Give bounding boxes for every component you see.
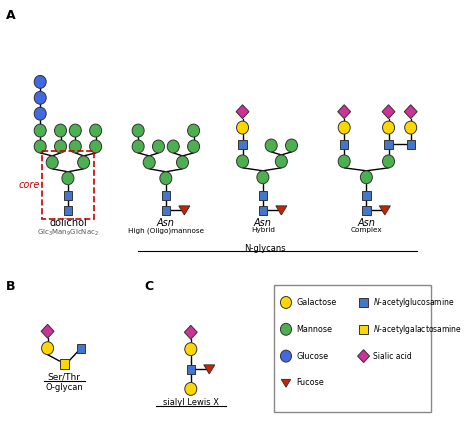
Polygon shape xyxy=(404,105,417,119)
Circle shape xyxy=(185,343,197,356)
Bar xyxy=(359,298,368,307)
Text: Mannose: Mannose xyxy=(296,325,332,334)
Polygon shape xyxy=(204,365,215,374)
Text: Ser/Thr: Ser/Thr xyxy=(48,372,81,381)
Text: $N$-acetylgalactosamine: $N$-acetylgalactosamine xyxy=(373,323,462,336)
Circle shape xyxy=(62,172,74,185)
Circle shape xyxy=(46,156,58,169)
Text: A: A xyxy=(6,9,16,22)
Circle shape xyxy=(360,171,373,184)
Polygon shape xyxy=(179,206,190,215)
Circle shape xyxy=(188,124,200,137)
Circle shape xyxy=(69,124,82,137)
Text: Fucose: Fucose xyxy=(296,378,324,388)
Circle shape xyxy=(281,323,292,335)
Polygon shape xyxy=(236,105,249,119)
Bar xyxy=(274,285,431,412)
Circle shape xyxy=(383,121,394,134)
Circle shape xyxy=(281,297,292,308)
Text: Sialic acid: Sialic acid xyxy=(373,352,411,360)
Bar xyxy=(77,344,85,353)
Circle shape xyxy=(257,171,269,184)
Circle shape xyxy=(338,155,350,168)
Circle shape xyxy=(42,342,54,355)
Circle shape xyxy=(275,155,287,168)
Bar xyxy=(362,191,371,200)
Bar xyxy=(238,140,246,149)
Circle shape xyxy=(405,121,417,134)
Bar xyxy=(340,140,348,149)
Text: $N$-acetylglucosamine: $N$-acetylglucosamine xyxy=(373,296,455,309)
Circle shape xyxy=(34,75,46,88)
Circle shape xyxy=(132,124,144,137)
Text: B: B xyxy=(6,279,16,293)
Text: Glc$_3$Man$_9$GlcNac$_2$: Glc$_3$Man$_9$GlcNac$_2$ xyxy=(37,227,99,238)
Text: Glucose: Glucose xyxy=(296,352,328,360)
Bar xyxy=(359,325,368,334)
Polygon shape xyxy=(357,350,370,363)
Text: Galactose: Galactose xyxy=(296,298,337,307)
Circle shape xyxy=(188,140,200,153)
Circle shape xyxy=(338,121,350,134)
Text: core: core xyxy=(19,180,40,190)
Circle shape xyxy=(34,124,46,137)
Text: dolichol: dolichol xyxy=(49,218,87,227)
Circle shape xyxy=(34,140,46,153)
Circle shape xyxy=(34,91,46,104)
Text: N-glycans: N-glycans xyxy=(244,244,285,253)
Circle shape xyxy=(160,172,172,185)
Circle shape xyxy=(34,107,46,120)
Bar xyxy=(162,205,170,215)
Polygon shape xyxy=(382,105,395,119)
Text: Asn: Asn xyxy=(357,218,375,227)
Bar xyxy=(162,191,170,200)
Bar xyxy=(259,205,267,215)
Text: Asn: Asn xyxy=(254,218,272,227)
Circle shape xyxy=(281,350,292,362)
Text: High (Oligo)mannose: High (Oligo)mannose xyxy=(128,227,204,234)
Bar xyxy=(42,151,94,219)
Text: Asn: Asn xyxy=(157,218,175,227)
Bar xyxy=(384,140,392,149)
Bar xyxy=(187,364,195,374)
Circle shape xyxy=(185,382,197,396)
Circle shape xyxy=(78,156,90,169)
Circle shape xyxy=(383,155,394,168)
Bar xyxy=(64,191,72,200)
Circle shape xyxy=(90,140,101,153)
Circle shape xyxy=(237,155,248,168)
Bar xyxy=(407,140,415,149)
Text: sialyl Lewis X: sialyl Lewis X xyxy=(163,398,219,407)
Text: C: C xyxy=(145,279,154,293)
Circle shape xyxy=(237,121,248,134)
Text: O-glycan: O-glycan xyxy=(46,383,83,392)
Bar xyxy=(362,205,371,215)
Circle shape xyxy=(153,140,164,153)
Circle shape xyxy=(90,124,101,137)
Bar xyxy=(60,359,69,369)
Polygon shape xyxy=(184,325,197,339)
Circle shape xyxy=(176,156,189,169)
Polygon shape xyxy=(281,379,291,387)
Circle shape xyxy=(265,139,277,152)
Bar xyxy=(259,191,267,200)
Polygon shape xyxy=(41,324,54,338)
Polygon shape xyxy=(276,206,287,215)
Text: Complex: Complex xyxy=(351,227,382,233)
Bar xyxy=(64,205,72,215)
Circle shape xyxy=(285,139,298,152)
Circle shape xyxy=(69,140,82,153)
Circle shape xyxy=(143,156,155,169)
Circle shape xyxy=(55,124,66,137)
Circle shape xyxy=(167,140,179,153)
Text: Hybrid: Hybrid xyxy=(251,227,275,233)
Circle shape xyxy=(132,140,144,153)
Circle shape xyxy=(55,140,66,153)
Polygon shape xyxy=(337,105,351,119)
Polygon shape xyxy=(379,206,390,215)
